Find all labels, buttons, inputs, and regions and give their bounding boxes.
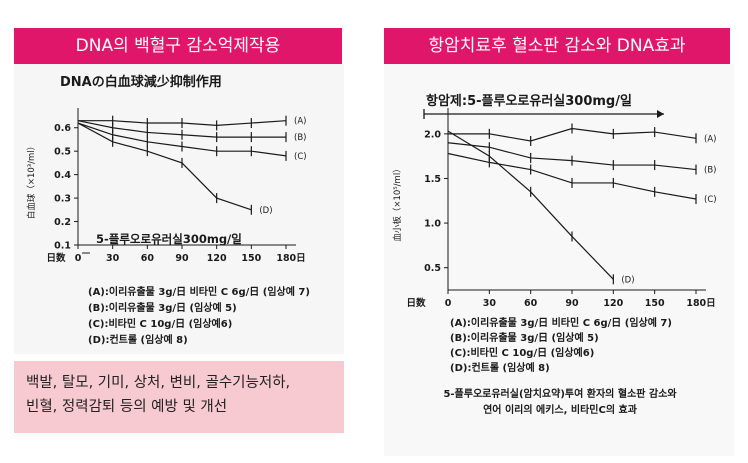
legend-entry: (D):컨트롤 (임상예 8) <box>88 333 188 346</box>
x-tick-label: 30 <box>483 298 497 309</box>
left-chart-sheet: DNAの白血球減少抑制作用 0.1 0.2 0.3 0.4 0.5 0.6 0 30 60 90 12… <box>14 64 344 354</box>
x-tick-label: 150 <box>645 298 665 309</box>
x-tick-label: 90 <box>565 298 579 309</box>
series-label: (B) <box>294 133 306 143</box>
y-tick-label: 1.0 <box>424 219 441 230</box>
benefits-line-1: 백발, 탈모, 기미, 상처, 변비, 골수기능저하, <box>26 375 291 391</box>
x-tick-label: 180日 <box>276 253 305 264</box>
series-label: (D) <box>259 206 272 216</box>
platelet-chart: 항암제:5-플루오로유러실300mg/일 0.5 1.0 1.5 2.0 0 30 60 90 1… <box>392 93 717 416</box>
chart-title: 항암제:5-플루오로유러실300mg/일 <box>426 93 632 109</box>
y-tick-label: 1.5 <box>424 174 441 185</box>
left-panel: DNA의 백혈구 감소억제작용 DNAの白血球減少抑制作用 0.1 0.2 0.3 0.… <box>0 0 356 463</box>
x-tick-label: 150 <box>241 253 261 264</box>
series-label: (A) <box>704 134 716 144</box>
y-axis-label: 血小板（×10⁵/ml） <box>392 164 403 241</box>
series-label: (B) <box>704 166 716 176</box>
left-banner: DNA의 백혈구 감소억제작용 <box>14 28 342 64</box>
right-banner: 항암치료후 혈소판 감소와 DNA효과 <box>384 28 730 64</box>
dose-annotation: 5-플루오로유러실300mg/일 <box>96 232 242 246</box>
y-tick-label: 0.5 <box>424 263 441 274</box>
legend-entry: (B):이리유출물 3g/日 (임상예 5) <box>450 331 599 344</box>
leukocyte-chart: DNAの白血球減少抑制作用 0.1 0.2 0.3 0.4 0.5 0.6 0 30 60 90 12… <box>26 74 310 346</box>
x-tick-label: 120 <box>207 253 227 264</box>
x-axis-label: 日数 <box>406 297 426 309</box>
right-panel: 항암치료후 혈소판 감소와 DNA효과 항암제:5-플루오로유러실300mg/일… <box>382 0 748 463</box>
chart-footnote: 5-플루오로유러실(암치요약)투여 환자의 혈소판 감소와 <box>443 387 677 400</box>
y-tick-label: 0.1 <box>54 241 71 252</box>
x-tick-label: 60 <box>141 253 155 264</box>
chart-footnote: 연어 이리의 에키스, 비타민C의 효과 <box>483 403 638 416</box>
x-tick-label: 180日 <box>686 298 715 309</box>
x-tick-label: 90 <box>175 253 189 264</box>
benefits-line-2: 빈혈, 정력감퇴 등의 예방 및 개선 <box>26 399 228 415</box>
legend-entry: (A):이리유출물 3g/日 비타민 C 6g/日 (임상예 7) <box>88 285 310 298</box>
legend-entry: (D):컨트롤 (임상예 8) <box>450 361 550 374</box>
y-axis-label: 白血球（×10³/ml） <box>26 142 37 219</box>
x-tick-label: 60 <box>524 298 538 309</box>
title-arrow-head <box>657 110 664 118</box>
y-tick-label: 0.4 <box>54 170 71 181</box>
y-tick-label: 0.2 <box>54 217 71 228</box>
legend-entry: (C):비타민 C 10g/日 (임상예6) <box>88 317 232 330</box>
y-tick-label: 2.0 <box>424 129 441 140</box>
x-tick-label: 0 <box>75 253 82 264</box>
right-chart-sheet: 항암제:5-플루오로유러실300mg/일 0.5 1.0 1.5 2.0 0 30 60 90 1… <box>384 64 734 456</box>
benefits-note: 백발, 탈모, 기미, 상처, 변비, 골수기능저하, 빈혈, 정력감퇴 등의 … <box>14 361 344 433</box>
series-line-d <box>77 122 252 211</box>
x-tick-label: 30 <box>106 253 120 264</box>
series-label: (D) <box>621 275 634 285</box>
x-tick-label: 120 <box>603 298 623 309</box>
legend-entry: (B):이리유출물 3g/日 (임상예 5) <box>88 301 237 314</box>
chart-title: DNAの白血球減少抑制作用 <box>60 74 222 90</box>
series-label: (C) <box>294 152 307 162</box>
y-tick-label: 0.6 <box>54 123 71 134</box>
series-label: (A) <box>294 117 306 127</box>
series-label: (C) <box>704 195 717 205</box>
x-axis-label: 日数 <box>46 252 66 264</box>
x-tick-label: 0 <box>445 298 452 309</box>
legend-entry: (C):비타민 C 10g/日 (임상예6) <box>450 346 594 359</box>
legend-entry: (A):이리유출물 3g/日 비타민 C 6g/日 (임상예 7) <box>450 316 672 329</box>
y-tick-label: 0.5 <box>54 147 71 158</box>
y-tick-label: 0.3 <box>54 194 71 205</box>
